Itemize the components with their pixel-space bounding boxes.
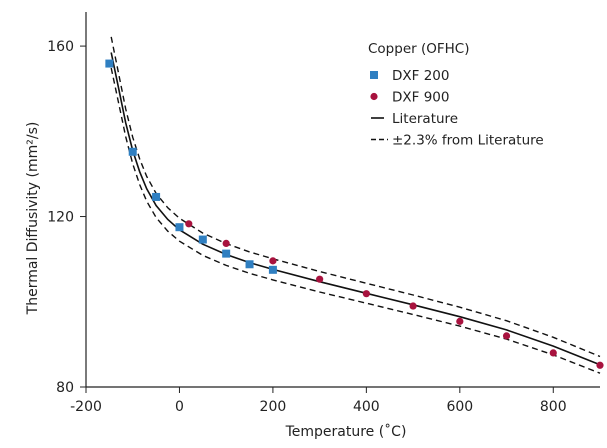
- x-tick-label: 0: [175, 399, 184, 415]
- legend-entry-label: ±2.3% from Literature: [392, 133, 544, 149]
- upper-bound-line: [110, 36, 601, 358]
- dxf200-point: [268, 265, 277, 274]
- x-tick-label: 600: [446, 399, 473, 415]
- dxf900-point: [596, 361, 604, 369]
- axes: -200 0 200 400 600 800 80 120 160: [47, 12, 600, 415]
- y-tick-label: 120: [47, 210, 74, 226]
- legend-entry-label: Literature: [392, 111, 458, 127]
- dxf200-point: [128, 147, 137, 156]
- dxf200-point: [105, 59, 114, 68]
- literature-line: [110, 52, 601, 366]
- dxf900-point: [456, 317, 464, 325]
- dxf900-point: [316, 275, 324, 283]
- plot-area: [105, 36, 604, 374]
- legend-dxf900-swatch: [370, 92, 378, 101]
- dxf900-point: [185, 220, 193, 228]
- x-tick-label: 800: [540, 399, 567, 415]
- dxf900-point: [269, 257, 277, 265]
- legend-title: Copper (OFHC): [368, 41, 469, 57]
- legend: Copper (OFHC) DXF 200 DXF 900 Literature ±2.…: [368, 41, 544, 149]
- x-tick-label: 200: [260, 399, 287, 415]
- dxf200-point: [222, 249, 231, 258]
- dxf200-point: [245, 260, 254, 269]
- x-axis-title: Temperature (˚C): [285, 423, 407, 440]
- y-tick-label: 80: [56, 380, 74, 396]
- legend-entry-label: DXF 900: [392, 90, 449, 106]
- lower-bound-line: [110, 67, 601, 374]
- x-tick-label: 400: [353, 399, 380, 415]
- y-axis-title: Thermal Diffusivity (mm²/s): [25, 122, 41, 316]
- dxf900-point: [362, 290, 370, 298]
- dxf900-point: [409, 302, 417, 310]
- legend-dxf200-swatch: [370, 71, 378, 79]
- x-tick-label: -200: [70, 399, 102, 415]
- y-tick-label: 160: [47, 39, 74, 55]
- dxf900-point: [549, 349, 557, 357]
- dxf200-point: [175, 223, 184, 232]
- dxf200-point: [198, 235, 207, 244]
- dxf900-point: [222, 239, 230, 247]
- legend-entry-label: DXF 200: [392, 68, 449, 84]
- dxf900-point: [502, 332, 511, 340]
- dxf200-point: [152, 192, 161, 201]
